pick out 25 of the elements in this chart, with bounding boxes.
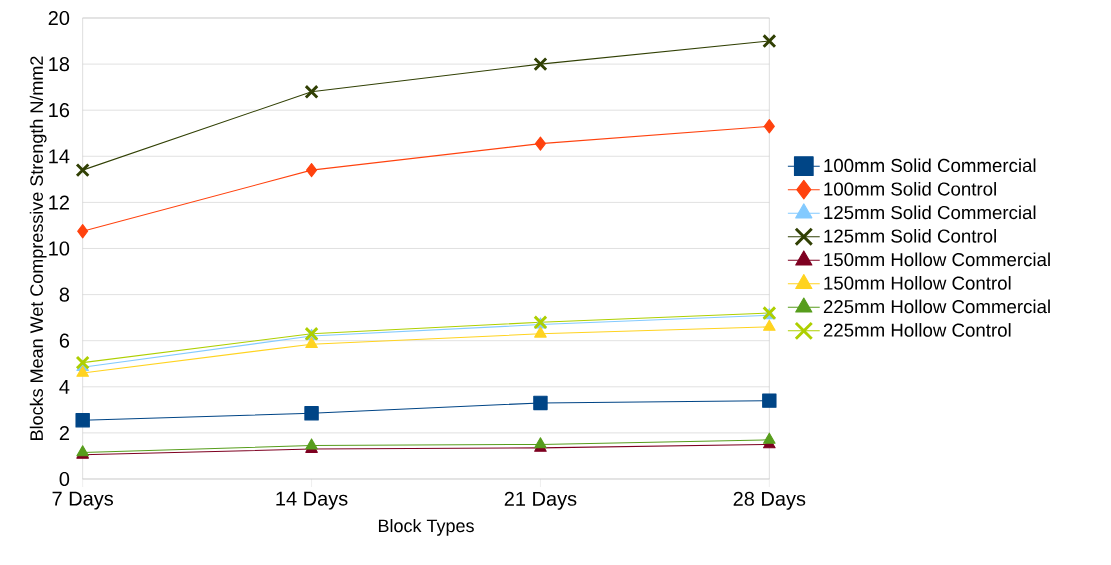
x-tick-label: 21 Days bbox=[504, 491, 577, 510]
y-tick-label: 14 bbox=[49, 149, 70, 164]
legend-label: 100mm Solid Commercial bbox=[824, 158, 1036, 173]
y-axis-title: Blocks Mean Wet Compressive Strength N/mm2 bbox=[29, 56, 47, 440]
y-tick-label: 0 bbox=[59, 471, 70, 487]
legend-label: 100mm Solid Control bbox=[824, 181, 996, 196]
legend-label: 225mm Hollow Commercial bbox=[823, 299, 1050, 314]
y-tick-label: 8 bbox=[59, 287, 70, 302]
legend-label: 225mm Hollow Control bbox=[823, 323, 1011, 337]
legend-label: 125mm Solid Control bbox=[824, 228, 996, 243]
y-tick-label: 18 bbox=[49, 57, 70, 72]
y-tick-label: 2 bbox=[59, 425, 69, 440]
y-tick-label: 10 bbox=[49, 241, 70, 256]
x-tick-label: 14 Days bbox=[276, 491, 348, 510]
legend-label: 150mm Hollow Control bbox=[824, 276, 1011, 290]
legend-label: 125mm Solid Commercial bbox=[824, 205, 1036, 220]
y-tick-label: 6 bbox=[59, 333, 70, 348]
y-tick-label: 16 bbox=[49, 103, 70, 118]
x-axis-title: Block Types bbox=[378, 518, 474, 536]
x-tick-label: 7 Days bbox=[52, 491, 114, 510]
legend-label: 150mm Hollow Commercial bbox=[824, 252, 1050, 267]
y-tick-label: 20 bbox=[48, 10, 70, 26]
x-tick-label: 28 Days bbox=[733, 491, 806, 510]
y-tick-label: 12 bbox=[49, 195, 69, 210]
y-tick-label: 4 bbox=[59, 379, 70, 394]
